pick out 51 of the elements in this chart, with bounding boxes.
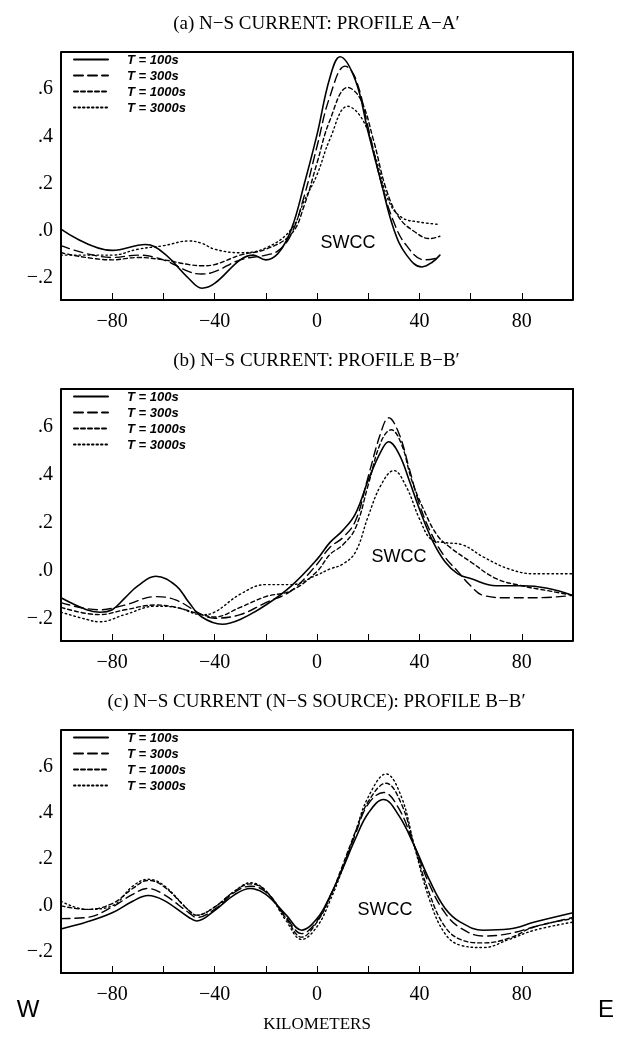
legend-label: T = 100s <box>127 730 179 745</box>
y-tick-label: .6 <box>38 414 53 436</box>
y-tick-label: −.2 <box>26 938 53 961</box>
x-tick-label: 0 <box>312 982 322 1004</box>
x-tick-label: −80 <box>96 309 128 331</box>
y-tick-label: .0 <box>38 892 53 915</box>
x-tick-label: 40 <box>409 650 430 672</box>
y-tick-label: .0 <box>38 218 53 241</box>
chart-title: (b) N−S CURRENT: PROFILE B−B′ <box>173 349 460 371</box>
legend-label: T = 3000s <box>127 100 186 115</box>
x-tick-label: −40 <box>198 982 231 1004</box>
x-tick-label: 40 <box>409 982 430 1004</box>
legend-label: T = 1000s <box>127 762 186 777</box>
legend-label: T = 300s <box>127 405 179 420</box>
x-tick-label: −80 <box>96 982 128 1004</box>
x-axis-title: KILOMETERS <box>263 1014 371 1033</box>
x-tick-label: −40 <box>198 309 231 331</box>
legend-label: T = 3000s <box>127 437 186 452</box>
legend-label: T = 300s <box>127 68 179 83</box>
x-tick-label: 0 <box>312 650 322 672</box>
legend-label: T = 1000s <box>127 421 186 436</box>
y-tick-label: .4 <box>38 462 53 484</box>
y-tick-label: .2 <box>38 170 53 193</box>
chart-title: (a) N−S CURRENT: PROFILE A−A′ <box>173 12 460 34</box>
legend-label: T = 1000s <box>127 84 186 99</box>
y-tick-label: .4 <box>38 800 53 822</box>
chart-title: (c) N−S CURRENT (N−S SOURCE): PROFILE B−B′ <box>107 690 526 712</box>
y-tick-label: .2 <box>38 846 53 869</box>
y-tick-label: .2 <box>38 510 53 532</box>
y-tick-label: .0 <box>38 558 53 580</box>
legend-label: T = 100s <box>127 52 179 67</box>
y-tick-label: .6 <box>38 76 53 99</box>
x-tick-label: −80 <box>96 650 128 672</box>
x-tick-label: 80 <box>511 650 532 672</box>
annotation: SWCC <box>371 546 427 566</box>
y-tick-label: .6 <box>38 753 53 776</box>
annotation: SWCC <box>357 899 413 919</box>
y-tick-label: −.2 <box>26 606 53 628</box>
legend-label: T = 300s <box>127 746 179 761</box>
x-tick-label: 80 <box>511 309 532 331</box>
text: E <box>597 994 615 1022</box>
y-tick-label: .4 <box>38 123 53 146</box>
x-tick-label: −40 <box>198 650 231 672</box>
x-tick-label: 40 <box>409 309 430 331</box>
text: W <box>16 994 40 1022</box>
x-tick-label: 80 <box>511 982 532 1004</box>
annotation: SWCC <box>320 232 376 252</box>
legend-label: T = 3000s <box>127 778 186 793</box>
x-tick-label: 0 <box>312 309 322 331</box>
y-tick-label: −.2 <box>26 265 53 288</box>
legend-label: T = 100s <box>127 389 179 404</box>
